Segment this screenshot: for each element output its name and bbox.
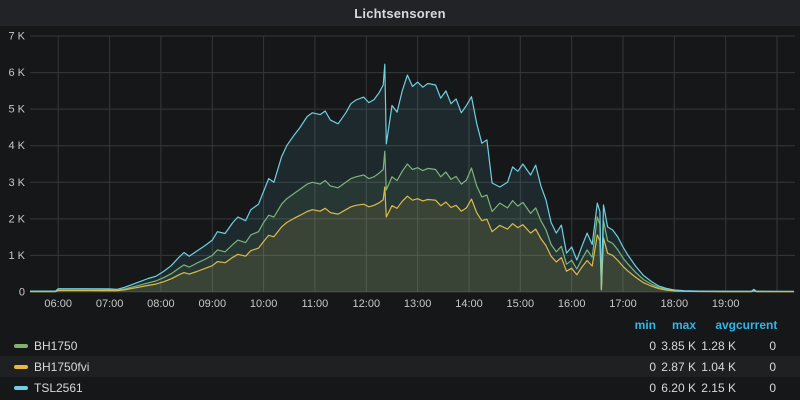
y-axis-tick-label: 2 K — [8, 213, 25, 225]
x-axis-tick-label: 12:00 — [353, 298, 381, 310]
legend-min-value: 0 — [649, 380, 656, 395]
legend-row-tsl2561[interactable]: TSL2561 0 6.20 K 2.15 K 0 — [0, 377, 800, 398]
legend-header-max[interactable]: max — [671, 317, 696, 332]
y-axis-tick-label: 6 K — [8, 67, 25, 79]
panel-title[interactable]: Lichtsensoren — [354, 5, 446, 21]
series-label[interactable]: BH1750 — [34, 338, 78, 353]
legend-series-toggle[interactable]: BH1750fvi — [14, 360, 616, 374]
legend-avg-value: 2.15 K — [701, 380, 736, 395]
x-axis-tick-label: 09:00 — [199, 298, 227, 310]
legend-header-min[interactable]: min — [634, 317, 656, 332]
legend-max-value: 6.20 K — [661, 380, 696, 395]
legend-current-value: 0 — [769, 359, 776, 374]
y-axis-tick-label: 1 K — [8, 250, 25, 262]
legend-avg-value: 1.04 K — [701, 359, 736, 374]
series-color-swatch[interactable] — [14, 385, 28, 390]
series-line-bh1750 — [30, 150, 794, 293]
y-axis-tick-label: 5 K — [8, 104, 25, 116]
legend-current-value: 0 — [769, 380, 776, 395]
x-axis-tick-label: 07:00 — [96, 298, 124, 310]
legend-header-avg[interactable]: avg — [715, 317, 736, 332]
legend-min-value: 0 — [649, 359, 656, 374]
y-axis-tick-label: 3 K — [8, 177, 25, 189]
series-line-bh1750fvi — [30, 186, 794, 293]
x-axis-tick-label: 14:00 — [455, 298, 483, 310]
legend-max-value: 2.87 K — [661, 359, 696, 374]
legend-avg-value: 1.28 K — [701, 338, 736, 353]
time-series-chart[interactable]: 7 K 6 K 5 K 4 K 3 K 2 K 1 K 0 06:00 07:00 08:00 09:… — [0, 26, 800, 314]
legend-max-value: 3.85 K — [661, 338, 696, 353]
series-color-swatch[interactable] — [14, 364, 28, 369]
series-area-tsl2561 — [30, 64, 794, 292]
legend: min max avg current BH1750 0 3.85 K 1.28… — [0, 314, 800, 398]
series-label[interactable]: TSL2561 — [34, 380, 83, 395]
series-area-bh1750fvi — [30, 187, 794, 292]
x-axis-tick-label: 19:00 — [712, 298, 740, 310]
legend-current-value: 0 — [769, 338, 776, 353]
legend-row-bh1750[interactable]: BH1750 0 3.85 K 1.28 K 0 — [0, 335, 800, 356]
legend-header-current[interactable]: current — [736, 317, 778, 332]
series-line-tsl2561 — [30, 63, 794, 292]
series-color-swatch[interactable] — [14, 343, 28, 348]
series-label[interactable]: BH1750fvi — [34, 359, 90, 374]
x-axis-tick-label: 13:00 — [404, 298, 432, 310]
y-axis-tick-label: 0 — [19, 287, 25, 299]
legend-series-toggle[interactable]: BH1750 — [14, 339, 616, 353]
legend-header-row: min max avg current — [0, 314, 800, 335]
x-axis-tick-label: 18:00 — [661, 298, 689, 310]
legend-min-value: 0 — [649, 338, 656, 353]
y-axis-tick-label: 4 K — [8, 140, 25, 152]
y-axis-tick-label: 7 K — [8, 31, 25, 43]
x-axis-tick-label: 15:00 — [507, 298, 535, 310]
x-axis-tick-label: 06:00 — [44, 298, 72, 310]
x-axis-tick-label: 17:00 — [609, 298, 637, 310]
legend-series-toggle[interactable]: TSL2561 — [14, 381, 616, 395]
legend-row-bh1750fvi[interactable]: BH1750fvi 0 2.87 K 1.04 K 0 — [0, 356, 800, 377]
panel-title-bar: Lichtsensoren — [0, 0, 800, 26]
x-axis-tick-label: 08:00 — [147, 298, 175, 310]
x-axis-tick-label: 10:00 — [250, 298, 278, 310]
x-axis-tick-label: 16:00 — [558, 298, 586, 310]
x-axis-tick-label: 11:00 — [302, 298, 329, 310]
